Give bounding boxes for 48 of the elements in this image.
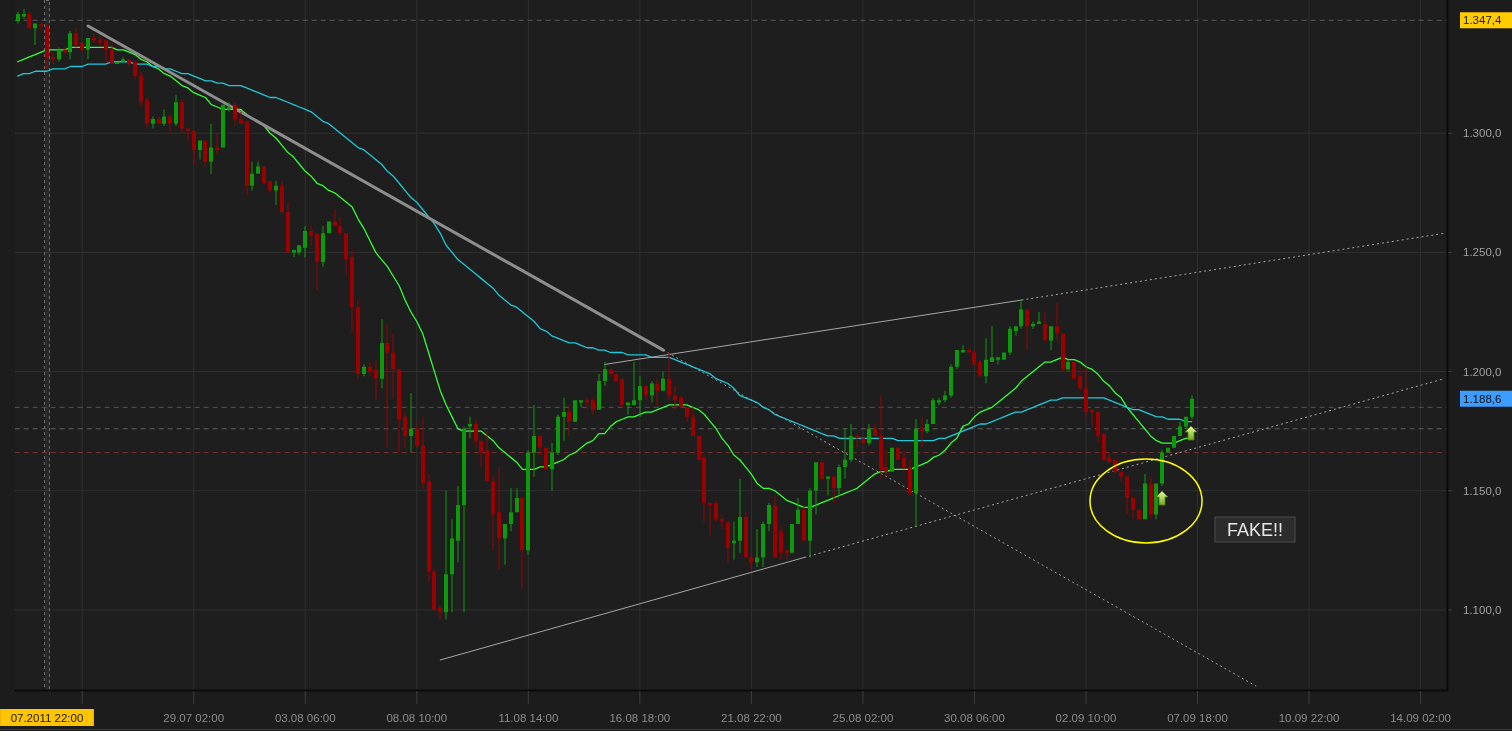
x-tick-label: 07.2011 22:00	[10, 712, 84, 724]
x-tick-label: 11.08 14:00	[498, 712, 559, 724]
y-tick-label: 1.100,0	[1463, 603, 1502, 616]
x-tick-label: 21.08 22:00	[721, 712, 782, 724]
y-tick-label: 1.150,0	[1463, 484, 1502, 497]
candlestick	[632, 362, 636, 405]
candlestick	[585, 397, 589, 410]
candlestick	[655, 378, 659, 405]
candlestick	[1055, 302, 1059, 341]
candlestick	[409, 393, 413, 453]
candlestick	[843, 428, 847, 479]
y-tick-label: 1.300,0	[1463, 127, 1502, 140]
text: 1.188,6	[1463, 392, 1502, 405]
candlestick	[579, 400, 583, 408]
candlestick	[920, 416, 924, 448]
ref-line-label: 1.347,4	[1463, 14, 1502, 27]
x-tick-label: 02.09 10:00	[1055, 712, 1117, 724]
candlestick	[720, 514, 724, 529]
candlestick	[937, 397, 941, 405]
candlestick	[98, 35, 102, 46]
candlestick	[826, 476, 830, 496]
candlestick	[215, 133, 219, 155]
y-tick-label: 1.250,0	[1463, 246, 1502, 259]
x-tick-label: 08.08 10:00	[386, 712, 448, 724]
x-tick-label: 16.08 18:00	[609, 712, 671, 724]
candlestick	[562, 397, 566, 441]
candlestick	[186, 128, 190, 141]
x-tick-label: 29.07 02:00	[163, 712, 225, 724]
x-tick-label: 25.08 02:00	[832, 712, 894, 724]
candlestick	[990, 326, 994, 363]
candlestick	[121, 56, 125, 62]
x-tick-label: 10.09 22:00	[1278, 712, 1340, 724]
candlestick	[708, 502, 712, 537]
x-tick-label: 03.08 06:00	[274, 712, 336, 724]
x-tick-label: 30.08 06:00	[944, 712, 1005, 724]
y-tick-label: 1.200,0	[1463, 365, 1502, 378]
candlestick	[755, 528, 759, 568]
candlestick	[996, 357, 1000, 365]
x-tick-label: 14.09 02:00	[1390, 712, 1451, 724]
candlestick	[785, 550, 789, 560]
candlestick	[673, 385, 677, 410]
annotation: FAKE!!	[1226, 520, 1284, 540]
line-series	[16, 61, 1193, 442]
candlestick	[961, 345, 965, 353]
x-tick-label: 07.09 18:00	[1167, 712, 1228, 724]
candlestick	[385, 323, 389, 448]
candlestick	[732, 521, 736, 560]
candlestick	[967, 347, 971, 353]
